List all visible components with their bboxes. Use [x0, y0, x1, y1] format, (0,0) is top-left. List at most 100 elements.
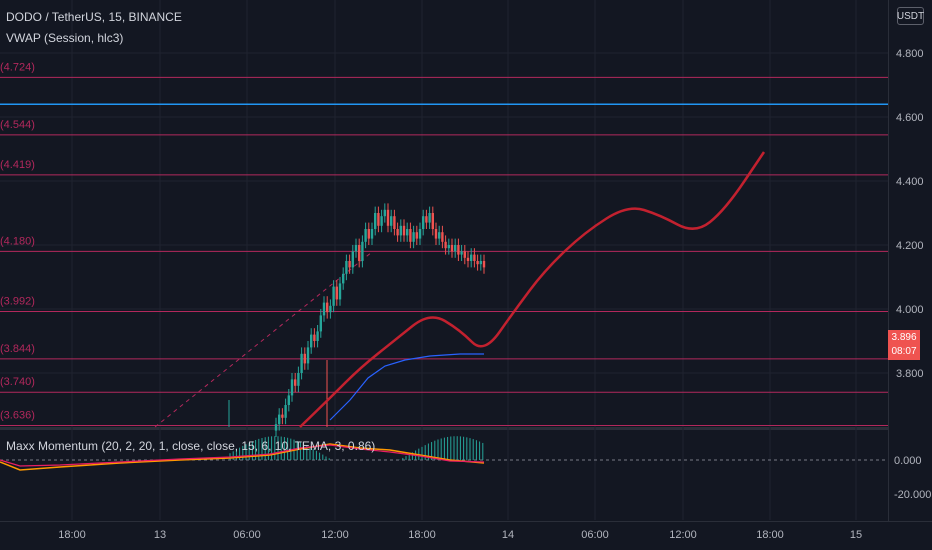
price-tick-label: 4.600	[896, 112, 924, 124]
candle-body	[281, 414, 284, 418]
candle-body	[482, 261, 486, 268]
oscillator-signal-line	[0, 443, 485, 471]
candle-body	[313, 334, 316, 341]
candle-body	[294, 379, 297, 386]
candle-body	[383, 209, 386, 217]
current-price: 3.896	[891, 332, 917, 343]
currency-badge[interactable]: USDT	[897, 7, 924, 25]
candle-body	[415, 232, 418, 239]
candle-body	[303, 353, 306, 364]
vwap-line	[329, 353, 484, 421]
candle-body	[390, 216, 393, 226]
candle-body	[284, 405, 287, 418]
candle-body	[399, 225, 402, 236]
candle-body	[326, 302, 329, 313]
candle-body	[422, 216, 425, 229]
candle-body	[418, 229, 422, 239]
candle-body	[300, 353, 303, 373]
current-price-tag: 3.896 08:07	[888, 330, 920, 360]
candle-body	[377, 213, 380, 226]
candle-body	[460, 251, 463, 255]
level-label: (4.724)	[0, 61, 35, 73]
candle-body	[358, 245, 361, 261]
projection-path	[299, 151, 766, 428]
candle-body	[434, 229, 438, 239]
price-tick-label: 4.200	[896, 240, 924, 252]
candle-body	[374, 213, 377, 229]
candle-body	[473, 254, 476, 261]
candle-body	[354, 245, 358, 252]
time-tick-label: 15	[850, 529, 862, 541]
candle-body	[278, 414, 281, 425]
price-tick-label: 4.000	[896, 304, 924, 316]
candle-body	[457, 245, 460, 255]
time-tick-label: 18:00	[408, 529, 436, 541]
candle-body	[470, 254, 473, 261]
candle-body	[425, 216, 428, 223]
time-tick-label: 12:00	[321, 529, 349, 541]
level-label: (3.740)	[0, 376, 35, 388]
candle-body	[322, 302, 326, 316]
time-tick-label: 06:00	[233, 529, 261, 541]
candle-body	[450, 245, 454, 252]
candle-countdown: 08:07	[891, 346, 917, 357]
candle-body	[466, 257, 470, 261]
time-tick-label: 06:00	[581, 529, 609, 541]
candle-body	[287, 395, 290, 405]
dashed-trend-line	[154, 251, 373, 428]
candle-body	[367, 229, 370, 239]
candle-body	[364, 229, 367, 242]
candle-body	[306, 347, 310, 364]
candle-body	[444, 241, 447, 249]
candle-body	[441, 232, 444, 242]
candle-body	[454, 245, 457, 252]
candle-body	[345, 261, 348, 274]
candle-body	[428, 213, 431, 223]
candle-body	[438, 232, 441, 239]
price-tick-label: 3.800	[896, 368, 924, 380]
candle-body	[338, 283, 342, 300]
level-label: (4.419)	[0, 159, 35, 171]
candle-body	[332, 286, 335, 306]
candle-body	[351, 251, 354, 268]
price-tick-label: 4.400	[896, 176, 924, 188]
level-label: (3.636)	[0, 409, 35, 421]
candle-body	[396, 229, 399, 236]
candle-body	[402, 225, 406, 236]
candle-body	[370, 229, 374, 239]
candle-body	[393, 216, 396, 229]
time-tick-label: 14	[502, 529, 514, 541]
symbol-title: DODO / TetherUS, 15, BINANCE	[6, 10, 182, 24]
candle-body	[406, 229, 409, 236]
candle-body	[297, 373, 300, 386]
time-tick-label: 18:00	[58, 529, 86, 541]
candle-body	[409, 229, 412, 242]
candle-body	[319, 315, 322, 332]
candle-body	[431, 213, 434, 229]
time-tick-label: 13	[154, 529, 166, 541]
oscillator-main-line	[0, 444, 485, 467]
level-label: (3.992)	[0, 296, 35, 308]
oscillator-title[interactable]: Maxx Momentum (20, 2, 20, 1, close, clos…	[6, 439, 376, 453]
candle-body	[361, 241, 364, 261]
candle-body	[479, 261, 482, 265]
time-tick-label: 12:00	[669, 529, 697, 541]
candle-body	[348, 261, 351, 268]
candle-body	[386, 209, 390, 226]
candle-body	[316, 331, 319, 341]
level-label: (4.180)	[0, 235, 35, 247]
level-label: (4.544)	[0, 119, 35, 131]
candle-body	[274, 424, 278, 431]
level-label: (3.844)	[0, 343, 35, 355]
candle-body	[476, 261, 479, 265]
oscillator-tick-label: -20.000	[894, 489, 931, 501]
time-tick-label: 18:00	[756, 529, 784, 541]
vwap-indicator-label[interactable]: VWAP (Session, hlc3)	[6, 31, 124, 45]
candle-body	[290, 379, 294, 396]
candle-body	[412, 232, 415, 242]
candle-body	[329, 305, 332, 313]
price-tick-label: 4.800	[896, 48, 924, 60]
candle-body	[447, 245, 450, 249]
